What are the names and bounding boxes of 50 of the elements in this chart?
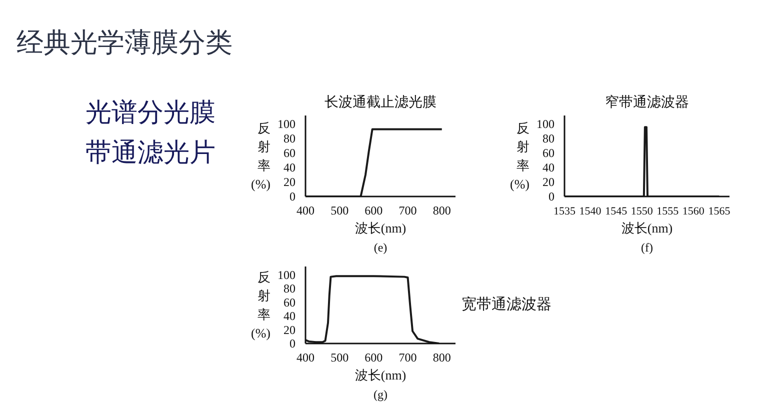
x-axis-title: 波长(nm) — [621, 220, 673, 236]
x-tick-label: 700 — [398, 204, 417, 218]
text: 经典光学薄膜分类 — [16, 28, 232, 58]
x-tick-label: 1535 — [554, 206, 576, 218]
x-tick-label: 800 — [432, 204, 451, 218]
x-tick-label: 1550 — [630, 206, 654, 218]
y-tick-label: 0 — [548, 190, 554, 204]
chart-title: 长波通截止滤光膜 — [324, 94, 436, 110]
y-tick-label: 60 — [284, 295, 296, 310]
x-tick-label: 1545 — [605, 206, 628, 218]
y-axis-title: 反射率(%) — [251, 120, 271, 192]
x-tick-label: 400 — [296, 350, 314, 364]
y-axis-title: 反射率(%) — [251, 269, 271, 341]
y-tick-label: 40 — [284, 160, 296, 175]
x-tick-label: 500 — [330, 204, 349, 218]
y-tick-label: 60 — [542, 146, 554, 160]
x-tick-label: 1560 — [682, 206, 705, 218]
y-axis-title: 反射率(%) — [510, 120, 530, 192]
x-tick-label: 700 — [398, 350, 417, 364]
text: 光谱分光膜 — [86, 98, 216, 127]
x-tick-label: 400 — [296, 204, 314, 218]
x-tick-label: 500 — [330, 350, 349, 364]
text: (g) — [374, 388, 388, 402]
y-tick-label: 80 — [284, 282, 296, 296]
y-tick-label: 20 — [284, 175, 296, 190]
chart-title: 窄带通滤波器 — [605, 94, 689, 110]
x-axis-title: 波长(nm) — [354, 368, 406, 382]
y-tick-label: 20 — [284, 322, 296, 337]
y-tick-label: 100 — [536, 117, 554, 132]
x-tick-label: 1565 — [708, 206, 731, 218]
y-tick-label: 100 — [278, 117, 296, 132]
x-tick-label: 600 — [364, 350, 383, 364]
x-tick-label: 1540 — [579, 206, 602, 218]
y-tick-label: 40 — [542, 160, 554, 175]
y-tick-label: 60 — [284, 146, 296, 160]
text: 带通滤光片 — [86, 138, 216, 167]
x-tick-label: 1555 — [656, 206, 680, 218]
text: (f) — [641, 240, 654, 254]
y-tick-label: 100 — [278, 268, 296, 282]
y-tick-label: 40 — [284, 309, 296, 323]
x-tick-label: 800 — [432, 350, 451, 364]
y-tick-label: 0 — [290, 336, 296, 350]
y-tick-label: 80 — [542, 132, 554, 146]
text: (e) — [374, 240, 388, 254]
y-tick-label: 0 — [290, 190, 296, 204]
x-tick-label: 600 — [364, 204, 383, 218]
text: 宽带通滤波器 — [462, 296, 552, 313]
y-tick-label: 80 — [284, 132, 296, 146]
x-axis-title: 波长(nm) — [354, 220, 406, 236]
y-tick-label: 20 — [542, 175, 554, 190]
